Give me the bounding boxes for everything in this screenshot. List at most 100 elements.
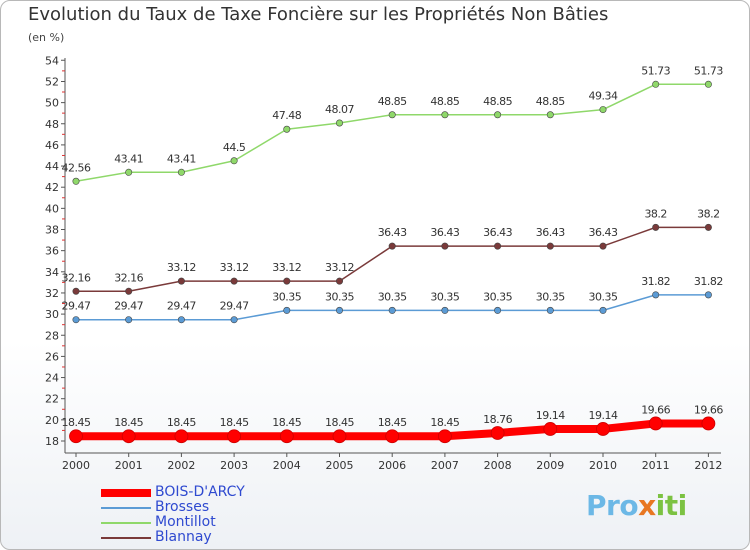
y-tick-label: 38 [45, 224, 59, 237]
data-point-bois-d-arcy [437, 429, 452, 444]
data-label-bois-d-arcy: 18.45 [325, 416, 354, 429]
data-point-brosses [546, 306, 554, 314]
data-point-bois-d-arcy [385, 429, 400, 444]
data-label-montillot: 48.07 [325, 103, 354, 116]
x-tick-label: 2012 [694, 459, 722, 472]
data-label-brosses: 30.35 [325, 290, 354, 303]
legend-label-montillot: Montillot [155, 514, 216, 530]
data-point-brosses [283, 306, 291, 314]
x-tick-label: 2011 [642, 459, 670, 472]
legend-swatch-montillot [101, 522, 151, 524]
x-tick-label: 2003 [220, 459, 248, 472]
legend-item-montillot: Montillot [101, 515, 361, 530]
data-point-blannay [283, 277, 291, 285]
data-point-montillot [388, 111, 396, 119]
y-tick-label: 36 [45, 245, 59, 258]
data-label-brosses: 30.35 [272, 290, 301, 303]
data-label-brosses: 30.35 [430, 290, 459, 303]
data-point-brosses [652, 291, 660, 299]
data-point-bois-d-arcy [490, 426, 505, 440]
data-point-montillot [546, 111, 554, 119]
y-tick-label: 18 [45, 435, 59, 448]
data-label-bois-d-arcy: 19.66 [641, 403, 670, 416]
data-label-blannay: 36.43 [378, 226, 407, 239]
data-label-bois-d-arcy: 18.45 [114, 416, 143, 429]
data-point-bois-d-arcy [227, 429, 242, 444]
data-point-bois-d-arcy [174, 429, 189, 444]
data-label-brosses: 31.82 [694, 275, 723, 288]
x-tick-label: 2007 [431, 459, 459, 472]
data-label-blannay: 32.16 [62, 271, 91, 284]
data-point-bois-d-arcy [648, 416, 663, 431]
chart-title: Evolution du Taux de Taxe Foncière sur l… [28, 4, 609, 25]
x-tick-label: 2010 [589, 459, 617, 472]
legend-swatch-bois-darcy [101, 489, 151, 497]
legend-item-bois-darcy: BOIS-D'ARCY [101, 485, 361, 500]
data-point-montillot [335, 119, 343, 127]
data-label-montillot: 51.73 [694, 64, 723, 77]
data-label-brosses: 30.35 [378, 290, 407, 303]
data-point-bois-d-arcy [121, 429, 136, 444]
data-label-montillot: 48.85 [378, 95, 407, 108]
data-label-montillot: 43.41 [114, 152, 143, 165]
data-point-montillot [599, 106, 607, 114]
data-label-brosses: 29.47 [220, 300, 249, 313]
data-point-montillot [494, 111, 502, 119]
y-tick-label: 44 [45, 160, 59, 173]
y-tick-label: 20 [45, 414, 59, 427]
x-tick-label: 2002 [167, 459, 195, 472]
data-label-brosses: 30.35 [589, 290, 618, 303]
data-label-bois-d-arcy: 19.14 [536, 409, 565, 422]
data-point-montillot [177, 168, 185, 176]
data-label-brosses: 31.82 [641, 275, 670, 288]
data-point-brosses [388, 306, 396, 314]
y-tick-label: 30 [45, 308, 59, 321]
y-tick-label: 50 [45, 97, 59, 110]
proxiti-logo: Proxiti [586, 489, 687, 522]
data-label-brosses: 29.47 [167, 300, 196, 313]
data-label-montillot: 51.73 [641, 64, 670, 77]
data-label-bois-d-arcy: 18.45 [62, 416, 91, 429]
data-point-blannay [652, 223, 660, 231]
data-point-blannay [494, 242, 502, 250]
y-axis-unit: (en %) [28, 31, 65, 44]
data-point-montillot [283, 125, 291, 133]
data-label-blannay: 33.12 [272, 261, 301, 274]
data-point-blannay [177, 277, 185, 285]
data-label-montillot: 43.41 [167, 152, 196, 165]
x-tick-label: 2005 [326, 459, 354, 472]
data-point-blannay [230, 277, 238, 285]
data-point-blannay [441, 242, 449, 250]
data-point-brosses [335, 306, 343, 314]
data-point-bois-d-arcy [279, 429, 294, 444]
y-tick-label: 40 [45, 202, 59, 215]
data-point-brosses [599, 306, 607, 314]
y-tick-label: 46 [45, 139, 59, 152]
data-label-blannay: 36.43 [483, 226, 512, 239]
data-label-brosses: 29.47 [62, 300, 91, 313]
data-point-bois-d-arcy [596, 422, 610, 436]
data-label-montillot: 42.56 [62, 161, 91, 174]
y-tick-label: 42 [45, 181, 59, 194]
data-point-blannay [125, 287, 133, 295]
data-label-bois-d-arcy: 19.66 [694, 403, 723, 416]
data-label-bois-d-arcy: 18.45 [378, 416, 407, 429]
data-point-montillot [652, 80, 660, 88]
data-label-montillot: 48.85 [483, 95, 512, 108]
data-point-blannay [546, 242, 554, 250]
data-point-blannay [72, 287, 80, 295]
data-point-brosses [704, 291, 712, 299]
data-label-blannay: 33.12 [167, 261, 196, 274]
data-label-blannay: 33.12 [220, 261, 249, 274]
data-point-blannay [335, 277, 343, 285]
data-point-bois-d-arcy [701, 416, 716, 431]
data-label-blannay: 38.2 [644, 207, 667, 220]
data-point-brosses [494, 306, 502, 314]
data-label-montillot: 48.85 [536, 95, 565, 108]
x-tick-label: 2006 [378, 459, 406, 472]
y-tick-label: 48 [45, 118, 59, 131]
y-tick-label: 54 [45, 54, 59, 67]
data-point-bois-d-arcy [543, 422, 558, 436]
data-point-blannay [599, 242, 607, 250]
